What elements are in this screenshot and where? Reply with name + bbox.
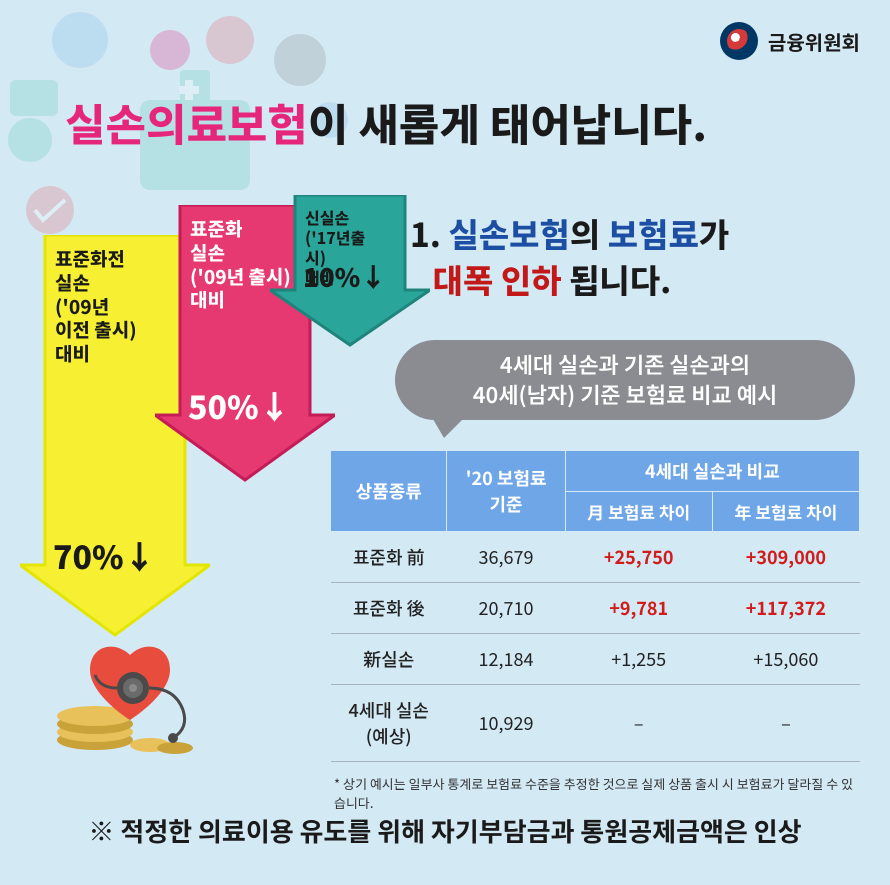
table-row: 표준화 前36,679+25,750+309,000 bbox=[331, 532, 860, 583]
comparison-table: 상품종류 '20 보험료 기준 4세대 실손과 비교 月 보험료 차이 年 보험… bbox=[330, 450, 860, 762]
arrow-percent-2: 10%↓ bbox=[303, 258, 386, 295]
th-month: 月 보험료 차이 bbox=[565, 492, 712, 532]
th-compare: 4세대 실손과 비교 bbox=[565, 451, 859, 492]
cell-base: 36,679 bbox=[447, 532, 565, 583]
cell-base: 20,710 bbox=[447, 583, 565, 634]
cell-year: – bbox=[712, 685, 859, 762]
cell-base: 10,929 bbox=[447, 685, 565, 762]
comparison-table-wrap: 상품종류 '20 보험료 기준 4세대 실손과 비교 月 보험료 차이 年 보험… bbox=[330, 450, 860, 812]
bubble-line1: 4세대 실손과 기존 실손과의 bbox=[473, 350, 777, 380]
cell-month: +25,750 bbox=[565, 532, 712, 583]
cell-year: +309,000 bbox=[712, 532, 859, 583]
org-logo: 금융위원회 bbox=[720, 22, 860, 60]
cell-name: 표준화 前 bbox=[331, 532, 447, 583]
logo-text: 금융위원회 bbox=[768, 27, 860, 56]
th-product: 상품종류 bbox=[331, 451, 447, 532]
th-base: '20 보험료 기준 bbox=[447, 451, 565, 532]
title-rest: 이 새롭게 태어납니다. bbox=[308, 90, 707, 154]
cell-month: +9,781 bbox=[565, 583, 712, 634]
comparison-bubble: 4세대 실손과 기존 실손과의 40세(남자) 기준 보험료 비교 예시 bbox=[395, 340, 855, 420]
table-footnote: * 상기 예시는 일부사 통계로 보험료 수준을 추정한 것으로 실제 상품 출… bbox=[330, 774, 860, 812]
cell-year: +15,060 bbox=[712, 634, 859, 685]
heart-coins-icon bbox=[55, 640, 205, 760]
table-row: 표준화 後20,710+9,781+117,372 bbox=[331, 583, 860, 634]
table-row: 新실손12,184+1,255+15,060 bbox=[331, 634, 860, 685]
arrow-percent-1: 50%↓ bbox=[188, 383, 291, 429]
cell-month: +1,255 bbox=[565, 634, 712, 685]
cell-base: 12,184 bbox=[447, 634, 565, 685]
logo-mark bbox=[720, 22, 758, 60]
cell-month: – bbox=[565, 685, 712, 762]
arrow-percent-0: 70%↓ bbox=[53, 533, 156, 579]
section-heading: 1. 실손보험의 보험료가 대폭 인하 됩니다. bbox=[410, 210, 729, 302]
cell-name: 4세대 실손 (예상) bbox=[331, 685, 447, 762]
table-body: 표준화 前36,679+25,750+309,000표준화 後20,710+9,… bbox=[331, 532, 860, 762]
footer-note: ※ 적정한 의료이용 유도를 위해 자기부담금과 통원공제금액은 인상 bbox=[0, 812, 890, 849]
title-highlight: 실손의료보험 bbox=[65, 90, 308, 154]
cell-name: 표준화 後 bbox=[331, 583, 447, 634]
page-title: 실손의료보험이 새롭게 태어납니다. bbox=[65, 90, 707, 154]
arrows-chart: 표준화전 실손 ('09년 이전 출시) 대비70%↓표준화 실손 ('09년 … bbox=[10, 195, 380, 655]
table-row: 4세대 실손 (예상)10,929–– bbox=[331, 685, 860, 762]
cell-year: +117,372 bbox=[712, 583, 859, 634]
cell-name: 新실손 bbox=[331, 634, 447, 685]
bubble-line2: 40세(남자) 기준 보험료 비교 예시 bbox=[473, 380, 777, 410]
arrow-label-0: 표준화전 실손 ('09년 이전 출시) 대비 bbox=[55, 247, 137, 366]
th-year: 年 보험료 차이 bbox=[712, 492, 859, 532]
